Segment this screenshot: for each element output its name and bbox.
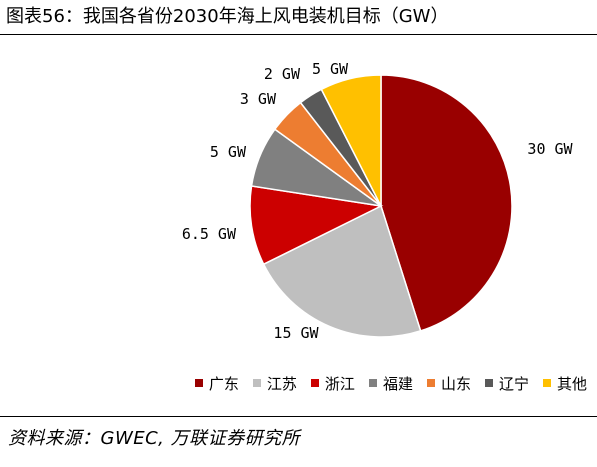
pie-chart: 30 GW 15 GW 6.5 GW 5 GW 3 GW 2 GW 5 GW (182, 60, 574, 342)
legend-swatch (368, 379, 377, 387)
legend-swatch (542, 379, 551, 387)
pie-slices (249, 74, 513, 338)
legend-item-浙江: 浙江 (310, 373, 355, 394)
data-label-广东: 30 GW (527, 140, 573, 158)
chart-legend: 广东 江苏 浙江 福建 山东 辽宁 其他 (194, 373, 587, 394)
legend-item-广东: 广东 (194, 373, 239, 394)
legend-item-江苏: 江苏 (252, 373, 297, 394)
legend-label: 山东 (440, 374, 471, 393)
pie-slice-其他 (320, 74, 382, 207)
pie-slice-江苏 (262, 204, 422, 338)
data-label-江苏: 15 GW (273, 324, 319, 342)
legend-swatch (484, 379, 493, 387)
data-label-福建: 5 GW (210, 143, 247, 161)
data-label-山东: 3 GW (240, 90, 277, 108)
data-label-辽宁: 2 GW (264, 65, 301, 83)
legend-label: 福建 (382, 374, 413, 393)
legend-item-山东: 山东 (426, 373, 471, 394)
footer-divider (0, 416, 597, 417)
pie-slice-广东 (380, 74, 513, 332)
source-note: 资料来源：GWEC, 万联证券研究所 (8, 428, 301, 449)
legend-swatch (310, 379, 319, 387)
pie-labels: 30 GW 15 GW 6.5 GW 5 GW 3 GW 2 GW 5 GW (182, 60, 574, 342)
data-label-其他: 5 GW (312, 60, 349, 78)
legend-item-其他: 其他 (542, 373, 587, 394)
legend-item-福建: 福建 (368, 373, 413, 394)
legend-label: 广东 (208, 374, 239, 393)
legend-swatch (252, 379, 261, 387)
legend-item-辽宁: 辽宁 (484, 373, 529, 394)
legend-swatch (426, 379, 435, 387)
legend-swatch (194, 379, 203, 387)
data-label-浙江: 6.5 GW (182, 225, 237, 243)
legend-label: 江苏 (266, 374, 297, 393)
chart-title: 图表56：我国各省份2030年海上风电装机目标（GW） (6, 6, 449, 27)
pie-slice-浙江 (249, 185, 384, 266)
legend-label: 浙江 (324, 374, 355, 393)
legend-label: 其他 (556, 374, 587, 393)
legend-label: 辽宁 (498, 374, 529, 393)
title-divider (0, 34, 597, 35)
